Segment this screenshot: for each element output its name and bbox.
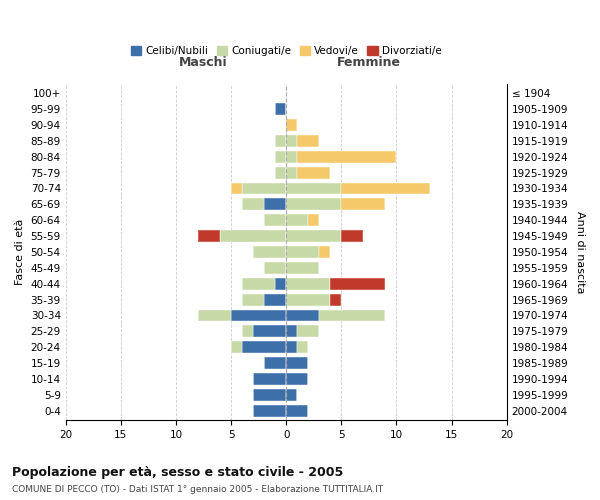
Bar bbox=[297, 151, 397, 162]
Bar bbox=[341, 198, 385, 210]
Bar bbox=[275, 103, 286, 115]
Bar bbox=[319, 310, 385, 322]
Bar bbox=[297, 326, 319, 338]
Bar bbox=[286, 342, 297, 353]
Legend: Celibi/Nubili, Coniugati/e, Vedovi/e, Divorziati/e: Celibi/Nubili, Coniugati/e, Vedovi/e, Di… bbox=[127, 42, 446, 60]
Bar bbox=[253, 405, 286, 416]
Bar bbox=[341, 182, 430, 194]
Bar bbox=[198, 310, 231, 322]
Bar bbox=[242, 278, 275, 289]
Bar bbox=[308, 214, 319, 226]
Bar bbox=[242, 342, 286, 353]
Y-axis label: Anni di nascita: Anni di nascita bbox=[575, 210, 585, 293]
Bar bbox=[264, 294, 286, 306]
Text: COMUNE DI PECCO (TO) - Dati ISTAT 1° gennaio 2005 - Elaborazione TUTTITALIA.IT: COMUNE DI PECCO (TO) - Dati ISTAT 1° gen… bbox=[12, 485, 383, 494]
Bar bbox=[341, 230, 364, 242]
Text: Femmine: Femmine bbox=[337, 56, 401, 68]
Bar bbox=[297, 135, 319, 147]
Bar bbox=[286, 262, 319, 274]
Bar bbox=[220, 230, 286, 242]
Bar bbox=[286, 357, 308, 369]
Bar bbox=[297, 342, 308, 353]
Bar bbox=[286, 151, 297, 162]
Bar bbox=[275, 151, 286, 162]
Bar bbox=[286, 182, 341, 194]
Bar bbox=[286, 119, 297, 131]
Bar bbox=[286, 326, 297, 338]
Bar bbox=[286, 389, 297, 401]
Bar bbox=[286, 373, 308, 385]
Bar bbox=[264, 214, 286, 226]
Bar bbox=[242, 294, 264, 306]
Bar bbox=[286, 278, 331, 289]
Bar bbox=[242, 182, 286, 194]
Bar bbox=[253, 326, 286, 338]
Bar bbox=[286, 230, 341, 242]
Bar bbox=[231, 182, 242, 194]
Bar bbox=[286, 166, 297, 178]
Bar bbox=[286, 405, 308, 416]
Bar bbox=[275, 278, 286, 289]
Bar bbox=[198, 230, 220, 242]
Bar bbox=[231, 310, 286, 322]
Bar bbox=[253, 373, 286, 385]
Bar bbox=[264, 357, 286, 369]
Bar bbox=[286, 198, 341, 210]
Bar bbox=[297, 166, 331, 178]
Bar bbox=[331, 294, 341, 306]
Bar bbox=[286, 214, 308, 226]
Bar bbox=[319, 246, 331, 258]
Bar bbox=[275, 166, 286, 178]
Bar bbox=[264, 262, 286, 274]
Bar bbox=[275, 135, 286, 147]
Text: Maschi: Maschi bbox=[179, 56, 228, 68]
Bar bbox=[253, 246, 286, 258]
Bar bbox=[253, 389, 286, 401]
Bar bbox=[264, 198, 286, 210]
Bar bbox=[331, 278, 385, 289]
Bar bbox=[286, 294, 331, 306]
Bar bbox=[286, 246, 319, 258]
Bar bbox=[231, 342, 242, 353]
Bar bbox=[286, 310, 319, 322]
Y-axis label: Fasce di età: Fasce di età bbox=[15, 219, 25, 285]
Bar bbox=[242, 198, 264, 210]
Bar bbox=[286, 135, 297, 147]
Bar bbox=[242, 326, 253, 338]
Text: Popolazione per età, sesso e stato civile - 2005: Popolazione per età, sesso e stato civil… bbox=[12, 466, 343, 479]
